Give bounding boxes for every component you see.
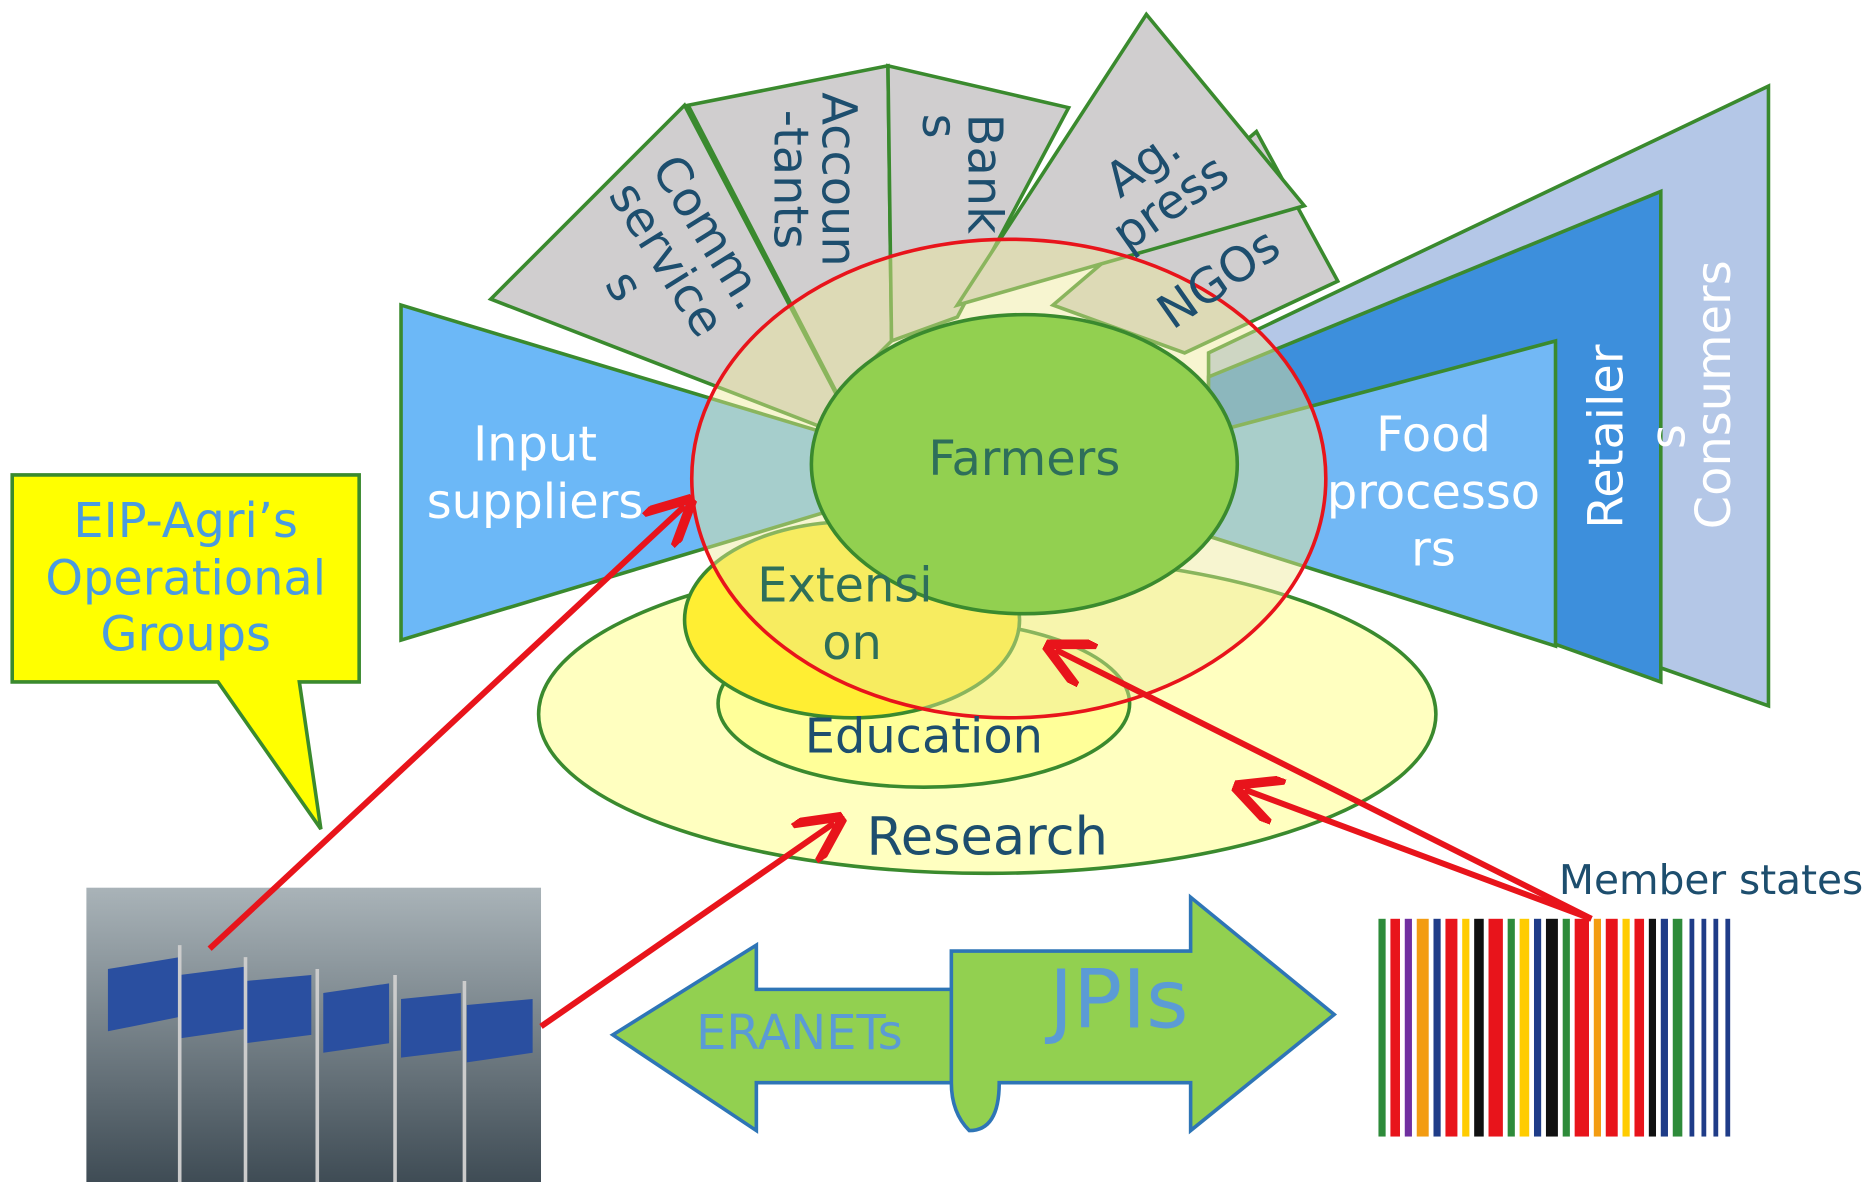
label: Research [867,806,1108,867]
arrow [1055,650,1593,922]
label: s [1642,424,1697,449]
photo [86,887,542,1182]
callout [10,473,361,831]
arrow [539,823,834,1029]
banks-shape [886,63,1072,344]
jpis-arrow [949,893,1338,1135]
ag-press-shape [953,11,1308,309]
comm-services-shape [487,102,866,447]
label: s [911,114,966,139]
label: Farmers [928,432,1120,487]
label: JPIs [1044,952,1188,1047]
label: Bank [956,114,1011,234]
label: Input [473,417,597,472]
label: Extensi [757,559,932,614]
label: Groups [100,608,271,663]
label: Accoun [810,92,865,266]
label: Member states [1559,856,1863,904]
label: Education [805,709,1043,764]
label: EIP-Agri’s [73,494,298,549]
label: Operational [45,551,326,606]
label: processo [1327,465,1540,520]
label: Consumers [1687,260,1742,529]
farmers-shape [809,312,1240,616]
arrow [1244,790,1593,922]
label: suppliers [427,475,644,530]
label: rs [1411,523,1456,578]
barcode [1378,918,1731,1137]
arrow [207,506,685,951]
label: -tants [762,110,817,249]
label: Retailer [1579,344,1634,529]
label: on [822,616,882,671]
label: ERANETs [696,1006,903,1061]
label: Food [1376,408,1491,463]
